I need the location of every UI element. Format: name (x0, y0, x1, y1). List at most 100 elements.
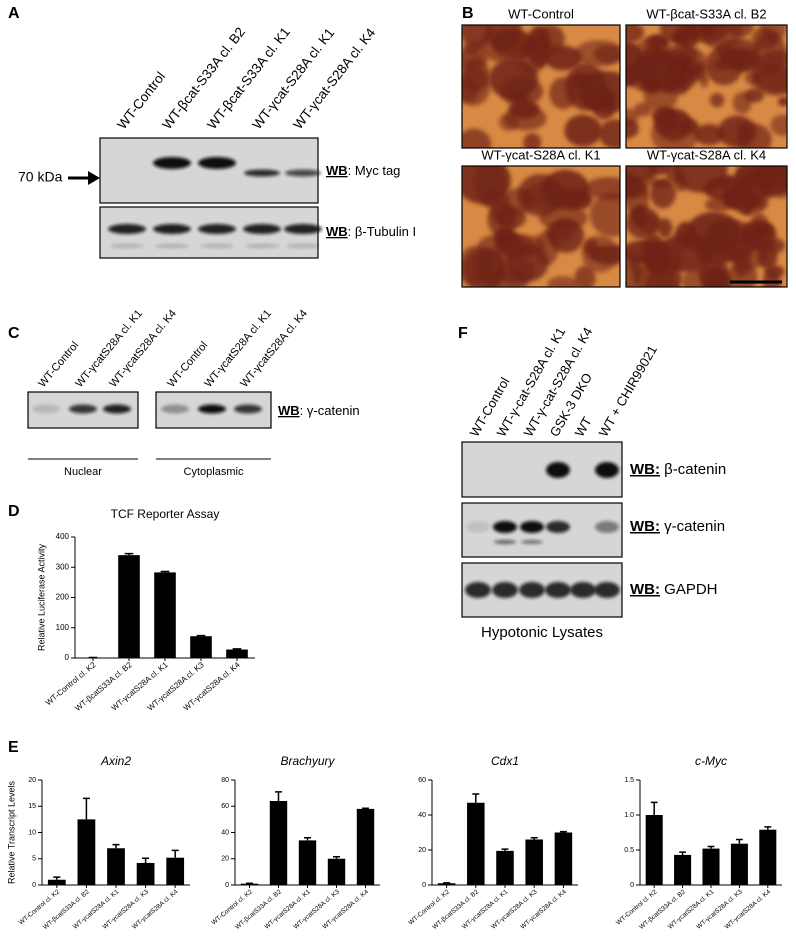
bar (674, 854, 692, 885)
micrograph (462, 166, 620, 287)
error-bar (764, 826, 772, 830)
colony (751, 196, 769, 210)
colony (481, 190, 510, 208)
error-bar (53, 876, 61, 880)
wb-prefix: WB: (630, 581, 660, 598)
band (493, 521, 517, 533)
lane-label: WT-γcatS28A cl. K1 (202, 308, 274, 390)
error-bar (707, 845, 715, 849)
colony (751, 65, 787, 96)
band (108, 224, 146, 234)
error-bar (160, 570, 170, 573)
bar (327, 858, 346, 885)
error-bar (112, 843, 120, 849)
chart-title: Brachyury (280, 754, 335, 768)
blot-target: : γ-catenin (300, 403, 360, 418)
band (286, 244, 320, 248)
wb-prefix: WB: (630, 518, 660, 535)
colony (462, 128, 492, 148)
bar (730, 843, 748, 885)
colony (701, 25, 743, 51)
colony (495, 231, 523, 257)
image-label: WT-γcat-S28A cl. K4 (647, 147, 766, 162)
band (595, 462, 619, 478)
colony (709, 93, 725, 108)
error-bar (735, 838, 743, 844)
image-label: WT-Control (508, 6, 574, 21)
colony (751, 166, 787, 191)
colony (626, 25, 645, 43)
colony (686, 211, 741, 255)
colony (723, 175, 735, 185)
blot-label: WB: γ-catenin (630, 518, 725, 535)
y-tick-label: 400 (56, 532, 70, 541)
error-bar (124, 552, 134, 556)
y-tick-label: 0 (422, 882, 426, 889)
image-frame (625, 165, 788, 288)
band (200, 244, 234, 248)
error-bar (362, 807, 369, 809)
colony (487, 270, 529, 287)
panel-letter: E (8, 739, 19, 756)
band (492, 582, 518, 598)
colony (732, 91, 752, 115)
colony (657, 218, 673, 238)
colony (778, 96, 787, 107)
y-tick-label: 200 (56, 593, 70, 602)
band (198, 157, 236, 169)
image-frame (461, 165, 621, 288)
colony (644, 35, 661, 51)
band (32, 404, 60, 414)
blot-target: GAPDH (660, 581, 718, 598)
band (284, 224, 322, 234)
panel-letter: F (458, 325, 468, 342)
colony (545, 221, 575, 243)
colony (646, 166, 672, 175)
lane-label: WT-βcat-S33A cl. B2 (159, 24, 248, 132)
blot-label: WB: β-catenin (630, 461, 726, 478)
colony (717, 115, 757, 148)
panel-letter: A (8, 5, 20, 22)
band (110, 244, 144, 248)
bar (240, 883, 259, 885)
colony (463, 41, 483, 55)
colony (584, 176, 620, 200)
wb-prefix: WB (326, 224, 348, 239)
colony (638, 50, 681, 84)
blot-label: WB: γ-catenin (278, 403, 360, 418)
colony (653, 180, 670, 189)
band (153, 224, 191, 234)
error-bar (142, 857, 150, 863)
band (494, 540, 516, 544)
image-label: WT-γcat-S28A cl. K1 (481, 147, 600, 162)
lane-label: WT-γcat-S28A cl. K4 (290, 25, 378, 132)
bar (554, 832, 573, 885)
y-tick-label: 0 (225, 882, 229, 889)
band (153, 157, 191, 169)
colony (638, 179, 649, 197)
colony (498, 113, 519, 131)
marker-label: 70 kDa (18, 169, 63, 185)
colony (754, 223, 774, 237)
blot-target: β-catenin (660, 461, 726, 478)
colony (633, 102, 652, 117)
colony (626, 41, 645, 87)
colony (704, 197, 733, 212)
y-tick-label: 10 (28, 829, 36, 836)
band (520, 521, 544, 533)
y-tick-label: 0 (32, 882, 36, 889)
error-bar (304, 837, 311, 841)
bar (226, 649, 248, 658)
colony (686, 60, 708, 83)
colony (565, 63, 607, 111)
colony (642, 233, 666, 272)
y-tick-label: 40 (418, 812, 426, 819)
image-frame (625, 24, 788, 149)
wb-prefix: WB: (630, 461, 660, 478)
bar (702, 848, 720, 885)
micrograph (626, 166, 787, 287)
y-axis-label: Relative Transcript Levels (6, 780, 16, 884)
error-bar (559, 830, 567, 833)
band (546, 521, 570, 533)
